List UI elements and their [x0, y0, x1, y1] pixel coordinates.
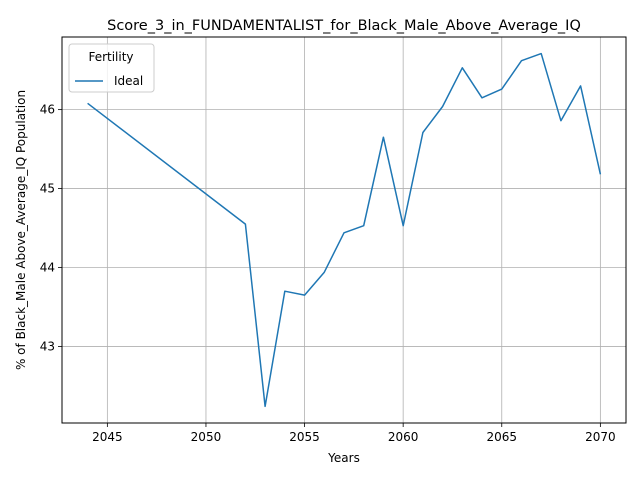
legend-title: Fertility: [88, 50, 133, 64]
x-tick-label: 2060: [388, 430, 419, 444]
plot-area-frame: [61, 36, 627, 424]
x-tick-label: 2065: [486, 430, 517, 444]
y-axis-label: % of Black_Male Above_Average_IQ Populat…: [14, 90, 28, 370]
x-axis-label: Years: [327, 451, 360, 465]
y-tick-label: 44: [40, 260, 55, 274]
x-tick-label: 2050: [191, 430, 222, 444]
ticks: 2045 2050 2055 2060 2065 2070 43 44 45 46: [40, 103, 616, 444]
series-line-ideal: [87, 52, 602, 408]
y-tick-label: 45: [40, 182, 55, 196]
legend-label-ideal: Ideal: [114, 74, 143, 88]
legend-box: [68, 43, 155, 93]
y-tick-label: 43: [40, 339, 55, 353]
x-tick-label: 2045: [92, 430, 123, 444]
legend: Fertility Ideal: [68, 43, 155, 93]
x-tick-label: 2055: [289, 430, 320, 444]
y-tick-label: 46: [40, 103, 55, 117]
series-lines: [87, 52, 602, 408]
grid: [62, 37, 626, 423]
chart-title: Score_3_in_FUNDAMENTALIST_for_Black_Male…: [107, 18, 581, 34]
x-tick-label: 2070: [585, 430, 616, 444]
